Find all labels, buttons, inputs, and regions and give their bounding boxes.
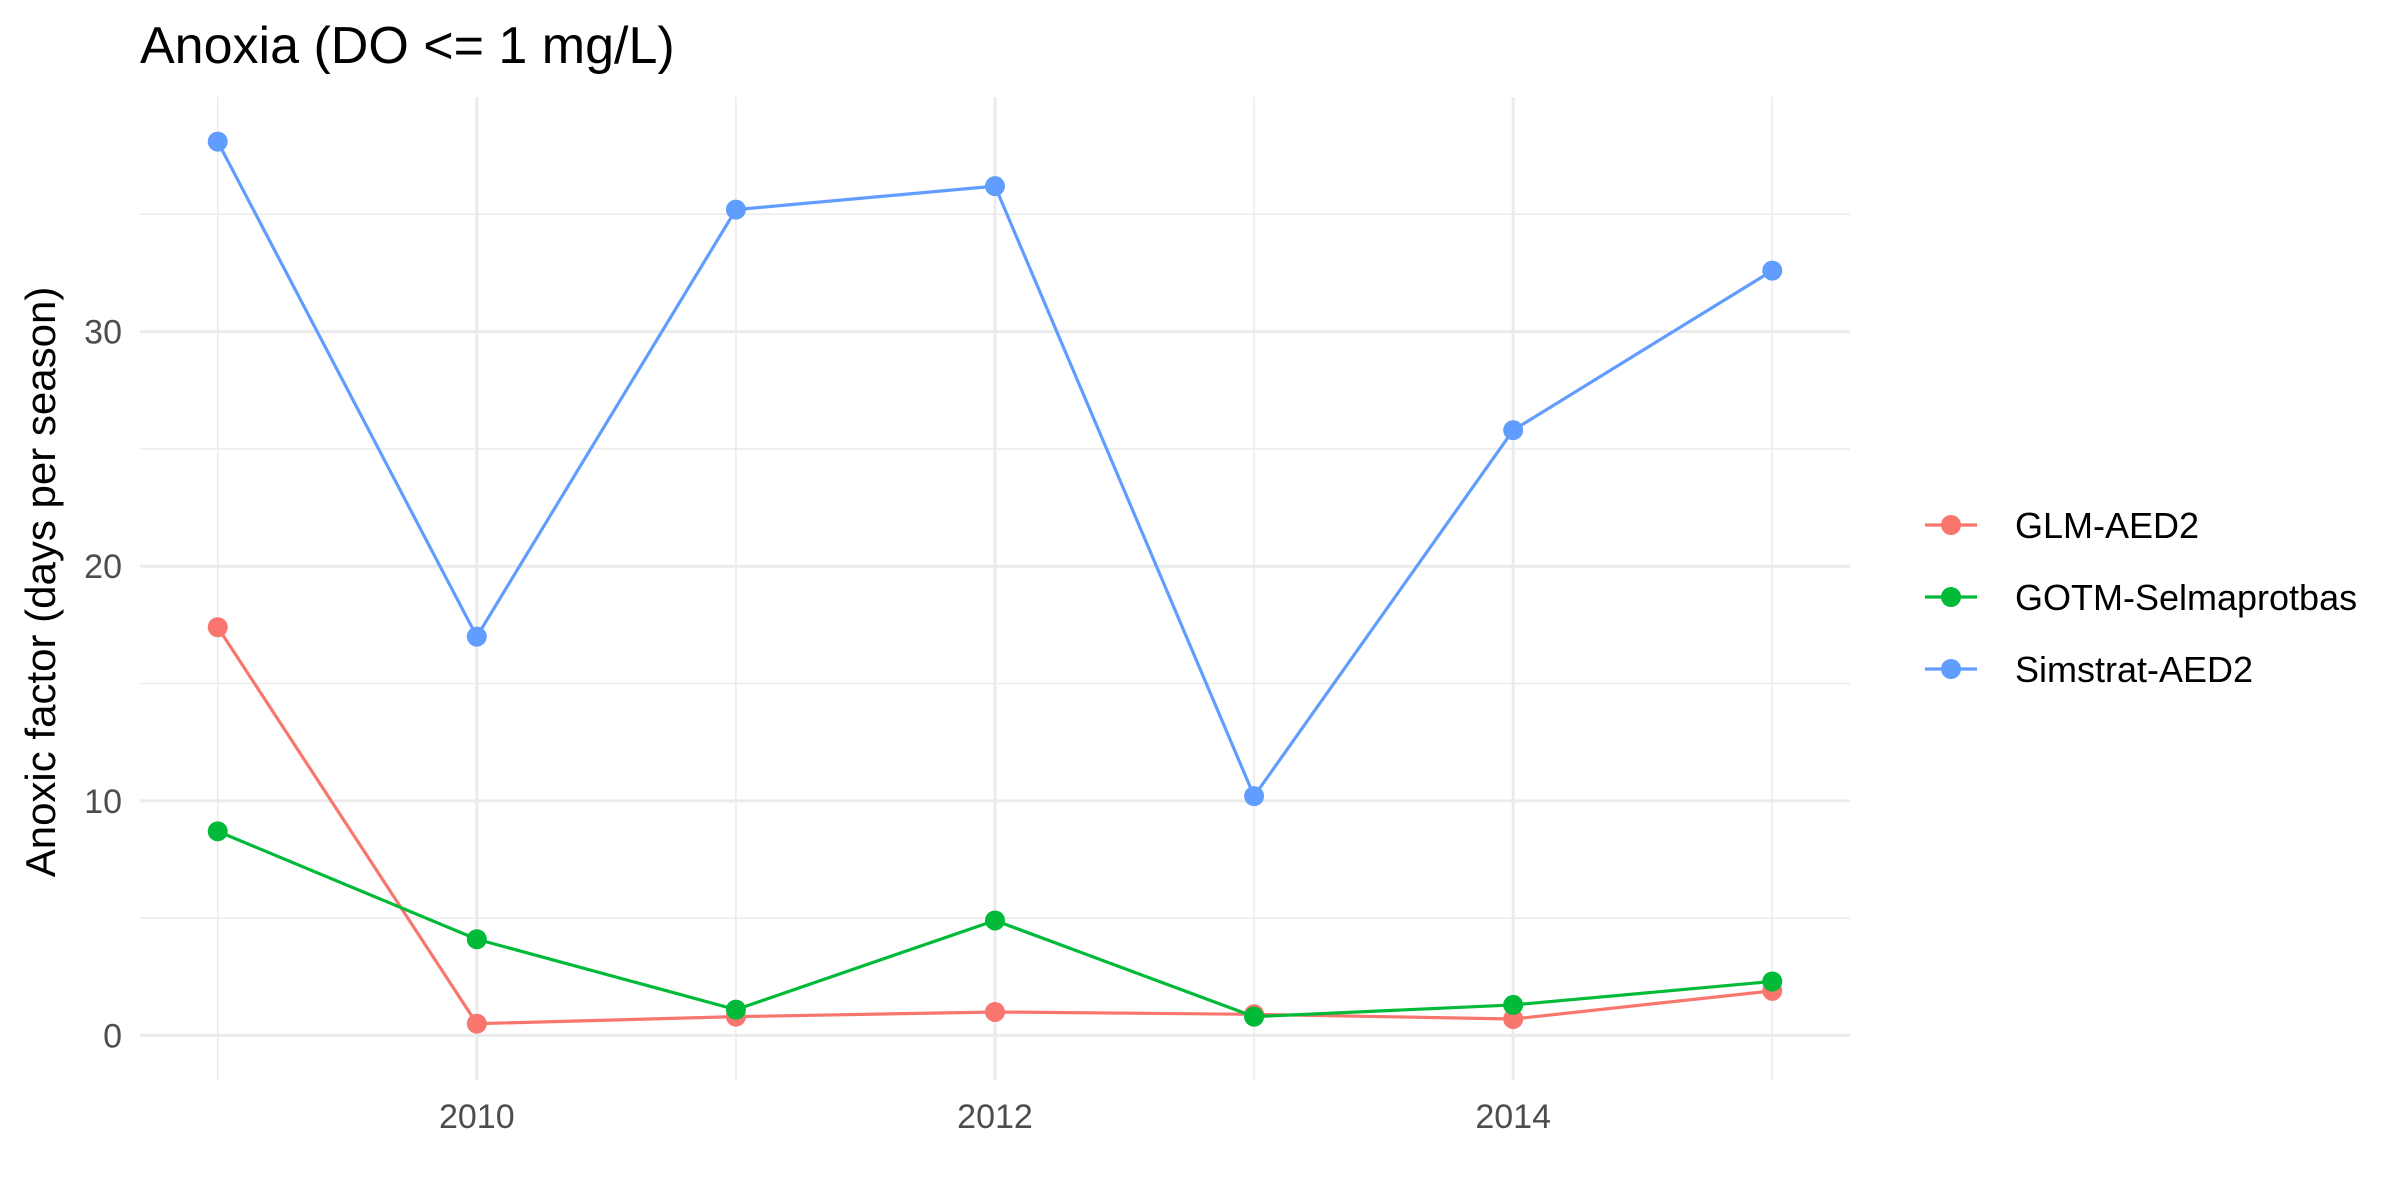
y-axis-title: Anoxic factor (days per season) <box>17 287 64 878</box>
data-point-gotm-selmaprotbas <box>985 910 1005 931</box>
y-tick-label: 10 <box>84 783 122 821</box>
data-point-gotm-selmaprotbas <box>207 821 228 842</box>
legend: GLM-AED2 GOTM-Selmaprotbas Simstrat-AED2 <box>1925 505 2357 690</box>
legend-key-point <box>1941 587 1961 607</box>
data-point-gotm-selmaprotbas <box>1503 994 1524 1015</box>
legend-label: Simstrat-AED2 <box>2015 649 2253 690</box>
legend-item-gotm-selmaprotbas: GOTM-Selmaprotbas <box>1925 577 2357 618</box>
data-point-simstrat-aed2 <box>207 131 228 152</box>
legend-item-simstrat-aed2: Simstrat-AED2 <box>1925 649 2253 690</box>
x-tick-label: 2010 <box>439 1098 515 1136</box>
y-tick-label: 30 <box>84 314 122 352</box>
data-point-glm-aed2 <box>985 1001 1005 1022</box>
data-point-simstrat-aed2 <box>725 199 746 220</box>
y-tick-label: 0 <box>103 1017 122 1055</box>
data-point-simstrat-aed2 <box>985 176 1005 197</box>
data-point-glm-aed2 <box>207 617 228 638</box>
data-point-gotm-selmaprotbas <box>466 929 487 950</box>
data-point-gotm-selmaprotbas <box>1244 1006 1265 1027</box>
series-simstrat-aed2 <box>207 131 1783 807</box>
data-point-gotm-selmaprotbas <box>1762 971 1783 992</box>
x-tick-label: 2014 <box>1475 1098 1551 1136</box>
legend-item-glm-aed2: GLM-AED2 <box>1925 505 2199 546</box>
series-gotm-selmaprotbas <box>207 821 1783 1027</box>
tick-labels: 2010 2012 2014 0 10 20 30 <box>84 314 1551 1136</box>
data-point-glm-aed2 <box>1503 1009 1524 1030</box>
data-point-simstrat-aed2 <box>1503 420 1524 441</box>
legend-label: GOTM-Selmaprotbas <box>2015 577 2357 618</box>
data-point-glm-aed2 <box>466 1013 487 1034</box>
y-tick-label: 20 <box>84 548 122 586</box>
legend-key-point <box>1941 515 1961 535</box>
data-point-simstrat-aed2 <box>1244 786 1265 807</box>
legend-key-point <box>1941 659 1961 679</box>
grid <box>140 97 1850 1080</box>
legend-label: GLM-AED2 <box>2015 505 2199 546</box>
data-point-simstrat-aed2 <box>1762 260 1783 281</box>
chart-title: Anoxia (DO <= 1 mg/L) <box>140 17 675 75</box>
data-point-simstrat-aed2 <box>466 626 487 647</box>
x-tick-label: 2012 <box>957 1098 1033 1136</box>
data-point-gotm-selmaprotbas <box>725 999 746 1020</box>
series-group <box>207 131 1783 1034</box>
